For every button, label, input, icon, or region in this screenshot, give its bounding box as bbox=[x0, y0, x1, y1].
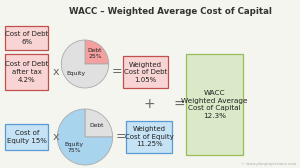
FancyBboxPatch shape bbox=[5, 26, 49, 50]
Text: Weighted
Cost of Debt
1.05%: Weighted Cost of Debt 1.05% bbox=[124, 61, 167, 82]
Text: Cost of Debt
after tax
4.2%: Cost of Debt after tax 4.2% bbox=[5, 61, 48, 82]
Text: Cost of Debt
6%: Cost of Debt 6% bbox=[5, 31, 48, 45]
Text: Less 30% tax: Less 30% tax bbox=[6, 54, 38, 59]
Wedge shape bbox=[57, 109, 113, 165]
Text: Equity: Equity bbox=[66, 71, 85, 76]
Text: Debt
25%: Debt 25% bbox=[88, 48, 102, 59]
FancyBboxPatch shape bbox=[186, 54, 243, 155]
FancyBboxPatch shape bbox=[127, 121, 172, 153]
FancyBboxPatch shape bbox=[5, 54, 49, 90]
Text: x: x bbox=[53, 132, 60, 142]
Text: Cost of
Equity 15%: Cost of Equity 15% bbox=[7, 130, 47, 144]
Text: © www.planprojections.com: © www.planprojections.com bbox=[241, 162, 296, 166]
Text: Debt: Debt bbox=[89, 123, 104, 128]
Wedge shape bbox=[85, 40, 109, 64]
Text: Equity
75%: Equity 75% bbox=[65, 142, 84, 153]
Text: WACC – Weighted Average Cost of Capital: WACC – Weighted Average Cost of Capital bbox=[70, 7, 272, 16]
Text: =: = bbox=[115, 131, 126, 143]
Text: =: = bbox=[173, 97, 184, 112]
FancyBboxPatch shape bbox=[122, 56, 168, 88]
Text: x: x bbox=[53, 67, 60, 77]
Wedge shape bbox=[85, 109, 113, 137]
Text: =: = bbox=[111, 66, 122, 78]
Text: +: + bbox=[143, 97, 155, 112]
Wedge shape bbox=[61, 40, 109, 88]
FancyBboxPatch shape bbox=[5, 124, 49, 150]
Text: WACC
Weighted Average
Cost of Capital
12.3%: WACC Weighted Average Cost of Capital 12… bbox=[181, 90, 248, 119]
Text: Weighted
Cost of Equity
11.25%: Weighted Cost of Equity 11.25% bbox=[125, 127, 174, 148]
